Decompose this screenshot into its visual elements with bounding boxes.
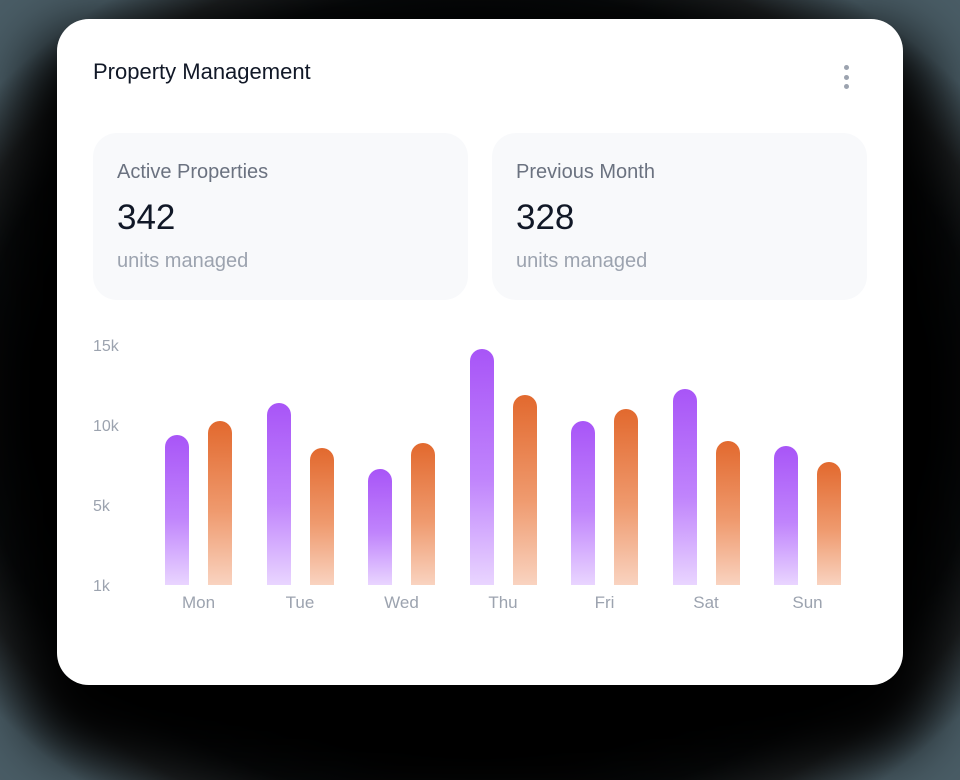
y-axis-tick: 5k — [93, 498, 110, 515]
bar-current-sun[interactable] — [774, 446, 798, 585]
more-vertical-icon-dot — [843, 74, 849, 80]
stat-subtitle: units managed — [117, 250, 249, 272]
y-axis-tick: 10k — [93, 418, 119, 435]
bar-previous-sat[interactable] — [715, 441, 740, 585]
stat-value: 328 — [516, 198, 575, 237]
bar-current-mon[interactable] — [165, 435, 189, 585]
bar-current-sat[interactable] — [672, 388, 697, 585]
stat-label: Previous Month — [516, 161, 655, 183]
more-vertical-icon — [843, 65, 849, 70]
bar-previous-sun[interactable] — [817, 462, 841, 585]
x-axis-tick: Sun — [792, 593, 823, 612]
bar-previous-thu[interactable] — [512, 395, 537, 585]
more-options-button[interactable] — [833, 61, 859, 93]
stat-value: 342 — [117, 198, 176, 237]
x-axis-tick: Tue — [285, 593, 315, 612]
bar-previous-mon[interactable] — [208, 420, 232, 585]
x-axis-tick: Thu — [488, 593, 518, 612]
x-axis-tick: Sat — [693, 593, 719, 612]
bar-previous-wed[interactable] — [411, 443, 435, 585]
x-axis-tick: Wed — [384, 593, 419, 612]
x-axis-tick: Mon — [181, 593, 216, 612]
stat-subtitle: units managed — [516, 250, 648, 272]
stat-label: Active Properties — [117, 161, 269, 183]
bar-current-wed[interactable] — [368, 468, 392, 585]
card-title: Property Management — [93, 59, 311, 84]
bar-previous-tue[interactable] — [309, 447, 334, 585]
bar-chart: 15k 10k 5k 1k Mon Tue Wed Thu Fri Sat Sun — [57, 19, 903, 685]
x-axis-tick: Fri — [594, 593, 615, 612]
y-axis-tick: 1k — [93, 578, 110, 595]
more-vertical-icon-dot — [843, 84, 849, 89]
bar-current-thu[interactable] — [469, 348, 494, 585]
stat-card-previous-month: Previous Month 328 units managed — [492, 133, 867, 300]
property-management-card: Property Management Active Properties 34… — [57, 19, 903, 685]
y-axis-tick: 15k — [93, 338, 119, 355]
bar-current-fri[interactable] — [571, 420, 595, 585]
bar-previous-fri[interactable] — [614, 409, 638, 585]
bar-current-tue[interactable] — [266, 403, 291, 585]
stat-card-active-properties: Active Properties 342 units managed — [93, 133, 468, 300]
